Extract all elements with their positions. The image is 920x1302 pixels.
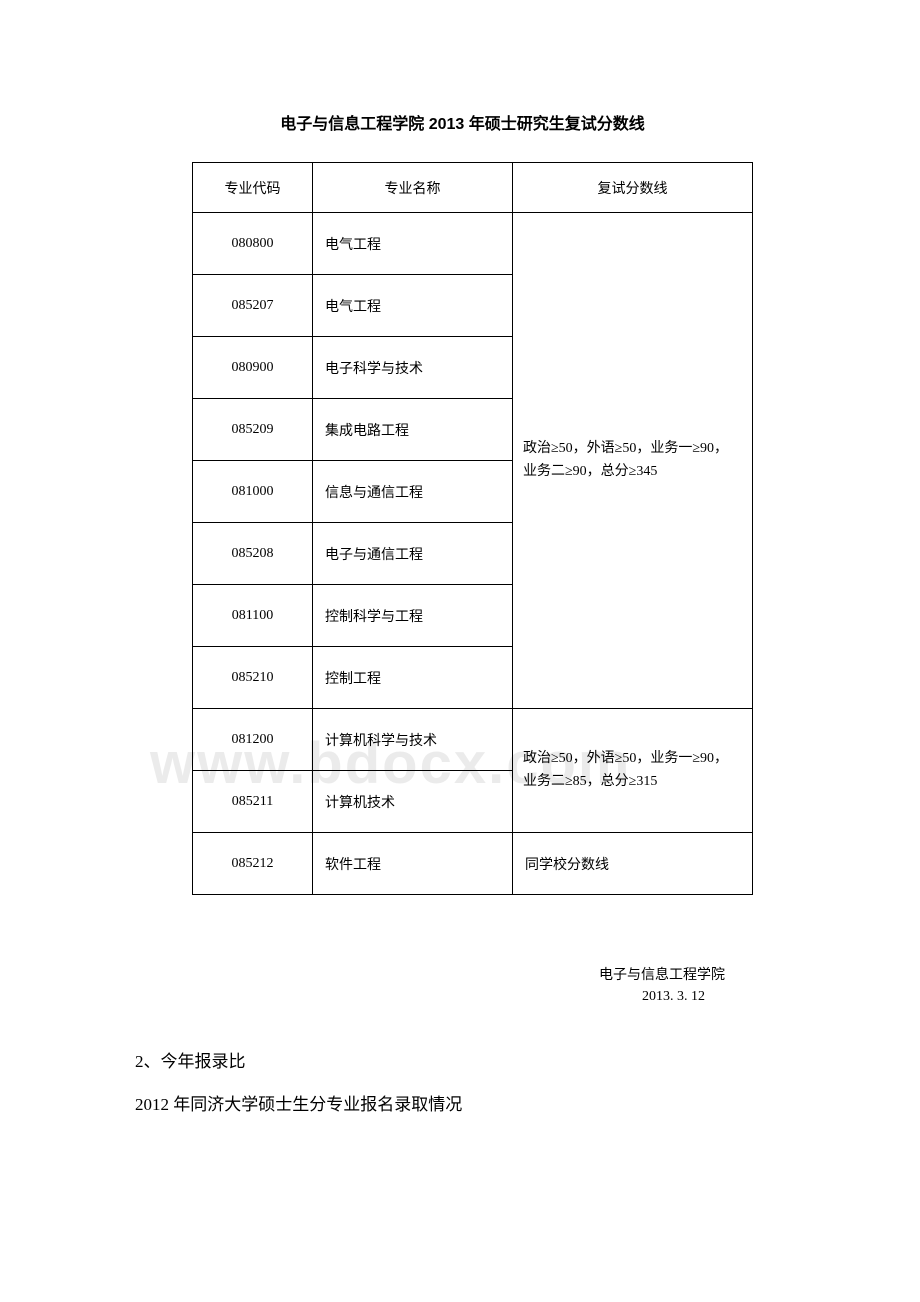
table-header-row: 专业代码 专业名称 复试分数线 xyxy=(193,163,753,213)
name-cell: 计算机科学与技术 xyxy=(313,709,513,771)
code-cell: 085208 xyxy=(193,523,313,585)
table-row: 085212 软件工程 同学校分数线 xyxy=(193,833,753,895)
table-row: 080800 电气工程 政治≥50，外语≥50，业务一≥90，业务二≥90，总分… xyxy=(193,213,753,275)
score-cell-group3: 同学校分数线 xyxy=(513,833,753,895)
code-cell: 085207 xyxy=(193,275,313,337)
score-cell-group2: 政治≥50，外语≥50，业务一≥90，业务二≥85，总分≥315 xyxy=(513,709,753,833)
code-cell: 080800 xyxy=(193,213,313,275)
code-cell: 085212 xyxy=(193,833,313,895)
section-number: 2、今年报录比 xyxy=(135,1047,785,1072)
code-cell: 080900 xyxy=(193,337,313,399)
signature-dept: 电子与信息工程学院 xyxy=(140,965,725,986)
code-cell: 085211 xyxy=(193,771,313,833)
code-cell: 085210 xyxy=(193,647,313,709)
score-cell-group1: 政治≥50，外语≥50，业务一≥90，业务二≥90，总分≥345 xyxy=(513,213,753,709)
name-cell: 电子科学与技术 xyxy=(313,337,513,399)
header-name: 专业名称 xyxy=(313,163,513,213)
table-row: 081200 计算机科学与技术 政治≥50，外语≥50，业务一≥90，业务二≥8… xyxy=(193,709,753,771)
name-cell: 电子与通信工程 xyxy=(313,523,513,585)
name-cell: 软件工程 xyxy=(313,833,513,895)
name-cell: 计算机技术 xyxy=(313,771,513,833)
code-cell: 085209 xyxy=(193,399,313,461)
signature-block: 电子与信息工程学院 2013. 3. 12 xyxy=(140,965,725,1007)
header-score: 复试分数线 xyxy=(513,163,753,213)
page-content: 电子与信息工程学院 2013 年硕士研究生复试分数线 专业代码 专业名称 复试分… xyxy=(0,0,920,1115)
signature-date: 2013. 3. 12 xyxy=(140,986,705,1007)
score-table: 专业代码 专业名称 复试分数线 080800 电气工程 政治≥50，外语≥50，… xyxy=(192,162,753,895)
code-cell: 081200 xyxy=(193,709,313,771)
name-cell: 控制科学与工程 xyxy=(313,585,513,647)
page-title: 电子与信息工程学院 2013 年硕士研究生复试分数线 xyxy=(140,110,785,134)
name-cell: 信息与通信工程 xyxy=(313,461,513,523)
name-cell: 电气工程 xyxy=(313,275,513,337)
score-table-wrap: 专业代码 专业名称 复试分数线 080800 电气工程 政治≥50，外语≥50，… xyxy=(192,162,752,895)
name-cell: 集成电路工程 xyxy=(313,399,513,461)
name-cell: 控制工程 xyxy=(313,647,513,709)
name-cell: 电气工程 xyxy=(313,213,513,275)
code-cell: 081100 xyxy=(193,585,313,647)
section-text: 2012 年同济大学硕士生分专业报名录取情况 xyxy=(135,1090,785,1115)
code-cell: 081000 xyxy=(193,461,313,523)
header-code: 专业代码 xyxy=(193,163,313,213)
